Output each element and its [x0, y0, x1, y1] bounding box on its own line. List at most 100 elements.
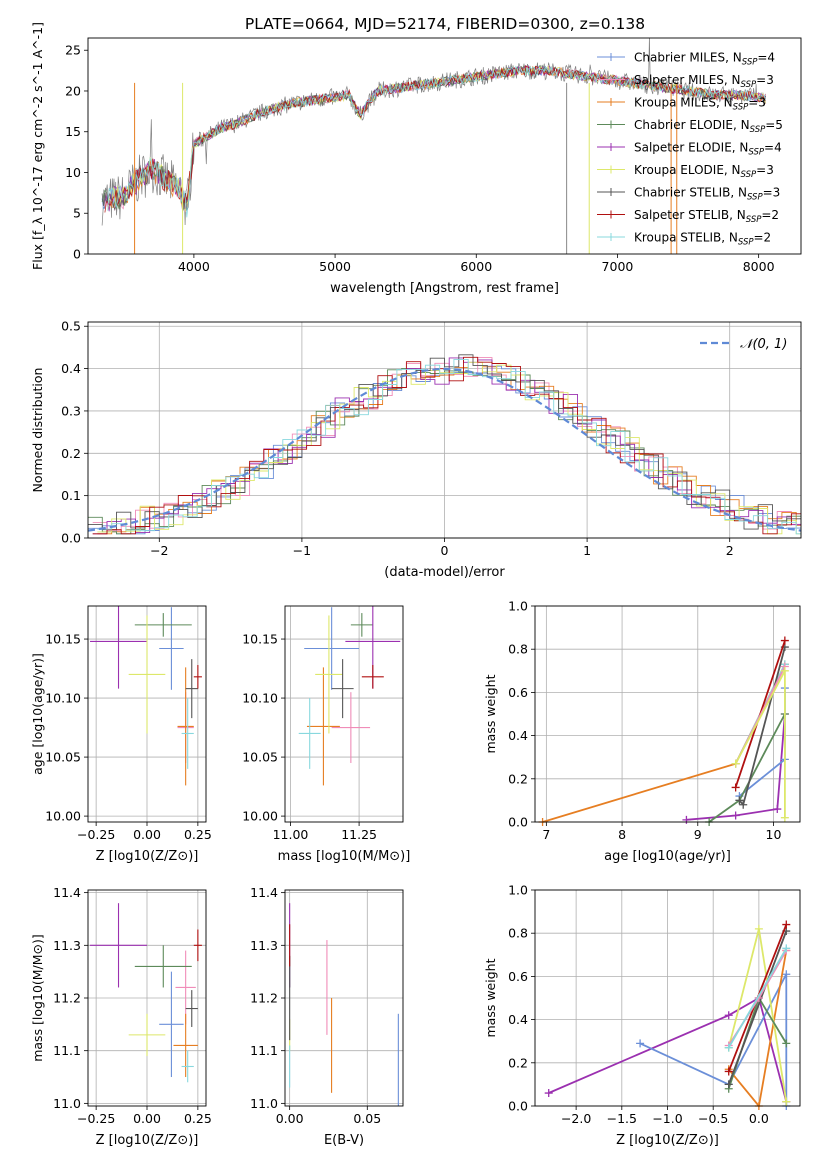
x-tick-label: 6000	[460, 259, 492, 274]
axes-frame	[87, 889, 207, 1107]
y-tick-label: 0	[73, 247, 81, 262]
y-tick-label: 0.8	[508, 926, 528, 941]
x-axis-label: Z [log10(Z/Z⊙)]	[96, 849, 199, 864]
histograms	[88, 354, 801, 535]
mass-weight-lines	[538, 636, 789, 826]
y-tick-label: 0.2	[61, 446, 81, 461]
y-tick-label: 0.6	[508, 969, 528, 984]
x-tick-label: 0.0	[749, 1111, 769, 1126]
y-tick-label: 0.2	[508, 771, 528, 786]
spectrum-lines	[101, 38, 767, 254]
legend-label: 𝒩(0, 1)	[740, 337, 787, 352]
axes-age_vs_mass: 11.00 11.25 10.00 10.05 10.10 10.15 mass [log1…	[242, 605, 410, 864]
y-tick-label: 10.10	[242, 691, 278, 706]
y-tick-label: 0.1	[61, 488, 81, 503]
axes-frame	[87, 605, 207, 823]
residual-histogram	[92, 356, 801, 535]
mass-weight-marker	[780, 813, 789, 822]
errorbars	[298, 606, 401, 786]
residual-legend: 𝒩(0, 1)	[700, 337, 787, 352]
y-axis-label: age [log10(age/yr)]	[30, 653, 45, 775]
y-axis-label: mass weight	[483, 674, 498, 753]
x-tick-label: 0.00	[276, 1111, 304, 1126]
spectrum-legend: Chabrier MILES, NSSP=4 Salpeter MILES, NS…	[597, 51, 783, 248]
y-tick-label: 10.05	[45, 750, 81, 765]
axes-age_vs_Z: −0.25 0.00 0.25 10.00 10.05 10.10 10.15 Z [log1…	[30, 605, 212, 864]
legend-label: Salpeter MILES, NSSP=3	[634, 73, 774, 90]
mass-weight-marker	[731, 759, 740, 768]
legend-label: Kroupa ELODIE, NSSP=3	[634, 163, 774, 180]
y-tick-label: 11.3	[250, 938, 278, 953]
x-axis-label: (data-model)/error	[384, 565, 505, 580]
mass-weight-marker	[544, 1089, 553, 1098]
axes-frame	[534, 889, 801, 1107]
y-tick-label: 11.1	[53, 1043, 81, 1058]
x-tick-label: −2.0	[561, 1111, 591, 1126]
axes-residuals: −2 −1 0 1 2 0.0 0.1 0.2 0.3 0.4 0.5 (data-model)/er…	[30, 319, 802, 580]
y-tick-label: 11.4	[53, 885, 81, 900]
y-tick-label: 0.3	[61, 403, 81, 418]
mass-weight-line	[548, 996, 788, 1102]
y-tick-label: 0.8	[508, 642, 528, 657]
mass-weight-marker	[724, 1011, 733, 1020]
x-tick-label: 0.00	[133, 1111, 161, 1126]
y-tick-label: 0.4	[508, 1012, 528, 1027]
x-tick-label: 0	[441, 543, 449, 558]
y-axis-label: mass weight	[483, 958, 498, 1037]
mass-weight-marker	[724, 1043, 733, 1052]
x-axis-label: E(B-V)	[324, 1133, 364, 1148]
mass-weight-marker	[636, 1039, 645, 1048]
mass-weight-marker	[731, 811, 740, 820]
x-tick-label: 10	[766, 827, 782, 842]
mass-weight-marker	[782, 970, 791, 979]
x-tick-label: 0.25	[184, 827, 212, 842]
y-tick-label: 0.2	[508, 1055, 528, 1070]
axes-mass_vs_Z: −0.25 0.00 0.25 11.0 11.1 11.2 11.3 11.4 Z [log1…	[30, 885, 212, 1148]
mass-weight-marker	[735, 796, 744, 805]
x-tick-label: 9	[694, 827, 702, 842]
y-tick-label: 25	[65, 43, 81, 58]
x-tick-label: −1	[293, 543, 311, 558]
axes-frame	[534, 605, 801, 823]
mass-weight-marker	[724, 1080, 733, 1089]
x-tick-label: 4000	[178, 259, 210, 274]
mass-weight-marker	[754, 924, 763, 933]
x-tick-label: −0.25	[77, 827, 115, 842]
axes-frame	[284, 605, 404, 823]
y-tick-label: 0.0	[508, 1099, 528, 1114]
y-axis-label: Flux [f_λ 10^-17 erg cm^-2 s^-1 A^-1]	[30, 22, 45, 270]
mass-weight-marker	[724, 1067, 733, 1076]
plot-area	[535, 606, 800, 822]
x-tick-label: 7000	[602, 259, 634, 274]
mass-weight-marker	[739, 800, 748, 809]
residual-histogram	[88, 367, 801, 535]
y-tick-label: 10.00	[242, 809, 278, 824]
mass-weight-marker	[782, 920, 791, 929]
y-axis-label: mass [log10(M/M⊙)]	[30, 934, 45, 1062]
mass-weight-marker	[780, 636, 789, 645]
mass-weight-marker	[782, 1097, 791, 1106]
x-tick-label: 0.25	[184, 1111, 212, 1126]
legend-label: Salpeter STELIB, NSSP=2	[634, 208, 779, 225]
x-axis-label: Z [log10(Z/Z⊙)]	[616, 1133, 719, 1148]
axes-frame	[87, 37, 802, 255]
legend-label: Kroupa STELIB, NSSP=2	[634, 231, 771, 248]
y-axis-label: Normed distribution	[30, 368, 45, 493]
y-tick-label: 11.3	[53, 938, 81, 953]
legend-label: Chabrier MILES, NSSP=4	[634, 51, 775, 68]
y-tick-label: 10.10	[45, 691, 81, 706]
y-tick-label: 0.5	[61, 319, 81, 334]
legend-label: Chabrier ELODIE, NSSP=5	[634, 118, 783, 135]
x-tick-label: 7	[542, 827, 550, 842]
y-tick-label: 1.0	[508, 883, 528, 898]
x-tick-label: 11.00	[273, 827, 309, 842]
mass-weight-marker	[682, 815, 691, 824]
mass-weight-line	[727, 930, 788, 1085]
x-tick-label: −2	[150, 543, 168, 558]
y-tick-label: 10.05	[242, 750, 278, 765]
y-tick-label: 11.2	[53, 991, 81, 1006]
axes-mass_weight_vs_age: 7 8 9 10 0.0 0.2 0.4 0.6 0.8 1.0 age [log10(age/yr…	[483, 599, 801, 864]
y-tick-label: 0.4	[61, 361, 81, 376]
axes-frame	[284, 889, 404, 1107]
